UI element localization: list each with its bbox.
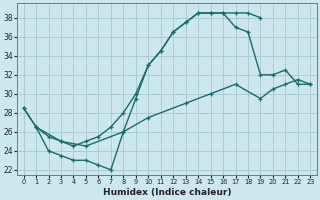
X-axis label: Humidex (Indice chaleur): Humidex (Indice chaleur) [103, 188, 231, 197]
